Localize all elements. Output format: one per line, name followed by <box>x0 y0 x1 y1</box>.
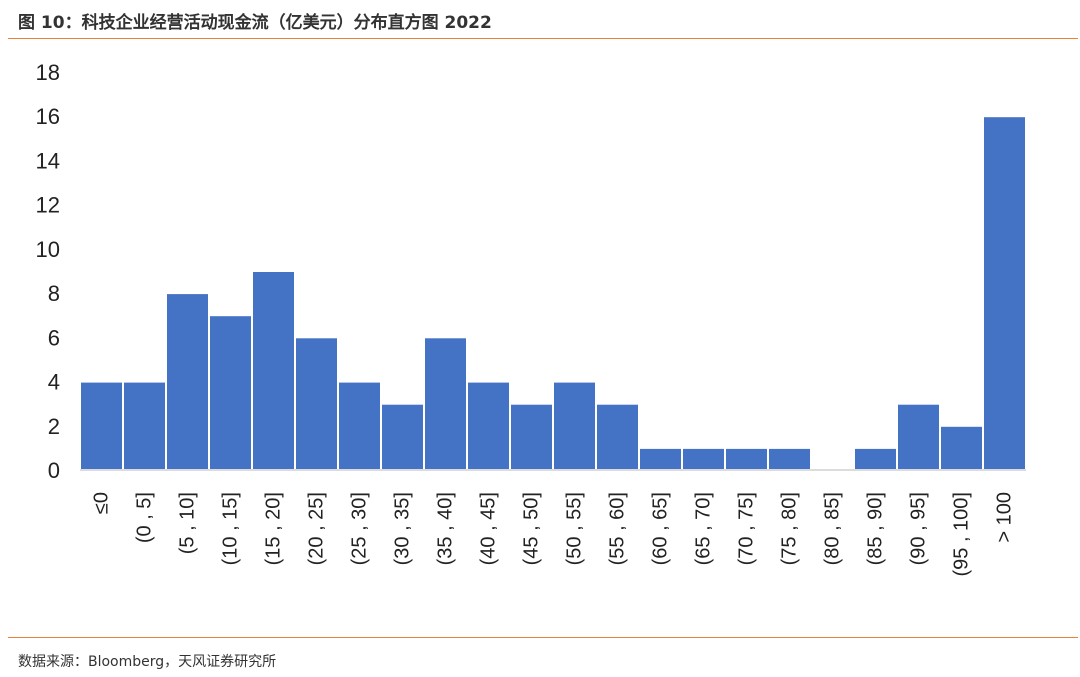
bar-13 <box>638 446 683 471</box>
bar-16 <box>767 446 812 471</box>
bar-3 <box>208 314 253 472</box>
x-tick-label: (60 , 65] <box>650 492 672 565</box>
bar-9 <box>466 380 511 472</box>
x-tick-label: (85 , 90] <box>865 492 887 565</box>
x-tick-label: (5 , 10] <box>177 492 199 554</box>
bar-21 <box>982 115 1027 471</box>
bar-18 <box>853 446 898 471</box>
x-tick-label: (55 , 60] <box>607 492 629 565</box>
y-tick-label: 16 <box>36 104 60 129</box>
title-divider <box>8 38 1078 39</box>
bar-14 <box>681 446 726 471</box>
x-tick-label: (30 , 35] <box>392 492 414 565</box>
bar-11 <box>552 380 597 472</box>
footer-divider <box>8 637 1078 638</box>
x-tick-label: (15 , 20] <box>263 492 285 565</box>
bar-7 <box>380 402 425 472</box>
x-tick-label: (65 , 70] <box>693 492 715 565</box>
bar-2 <box>165 292 210 471</box>
x-tick-label: (70 , 75] <box>736 492 758 565</box>
bar-8 <box>423 336 468 471</box>
histogram-chart: 0 2 4 6 8 10 12 14 16 18 ≤0 (0 , 5] (5 , 10] (10 , 1… <box>36 60 1027 577</box>
y-tick-label: 4 <box>48 370 60 395</box>
bar-4 <box>251 270 296 471</box>
bar-1 <box>122 380 167 472</box>
bar-12 <box>595 402 640 472</box>
bar-5 <box>294 336 339 471</box>
y-axis-ticks: 0 2 4 6 8 10 12 14 16 18 <box>36 60 60 483</box>
y-tick-label: 10 <box>36 237 60 262</box>
bar-0 <box>79 380 124 472</box>
bar-15 <box>724 446 769 471</box>
x-tick-label: (35 , 40] <box>435 492 457 565</box>
source-note: 数据来源：Bloomberg，天风证券研究所 <box>18 654 277 670</box>
x-tick-label: ≤0 <box>91 492 113 514</box>
bar-20 <box>939 424 984 471</box>
x-tick-label: (45 , 50] <box>521 492 543 565</box>
x-tick-label: > 100 <box>994 492 1016 543</box>
y-tick-label: 18 <box>36 60 60 85</box>
figure-title: 图 10：科技企业经营活动现金流（亿美元）分布直方图 2022 <box>18 13 492 33</box>
y-tick-label: 0 <box>48 458 60 483</box>
bar-10 <box>509 402 554 472</box>
x-tick-label: (25 , 30] <box>349 492 371 565</box>
x-axis-ticks: ≤0 (0 , 5] (5 , 10] (10 , 15] (15 , 20] (20 ,… <box>91 492 1016 577</box>
x-tick-label: (10 , 15] <box>220 492 242 565</box>
y-tick-label: 6 <box>48 325 60 350</box>
bar-19 <box>896 402 941 472</box>
x-tick-label: (50 , 55] <box>564 492 586 565</box>
x-tick-label: (90 , 95] <box>908 492 930 565</box>
bar-group <box>79 115 1027 472</box>
x-tick-label: (80 , 85] <box>822 492 844 565</box>
bar-6 <box>337 380 382 472</box>
y-tick-label: 8 <box>48 281 60 306</box>
x-tick-label: (95 , 100] <box>951 492 973 577</box>
x-tick-label: (75 , 80] <box>779 492 801 565</box>
y-tick-label: 2 <box>48 414 60 439</box>
x-tick-label: (40 , 45] <box>478 492 500 565</box>
y-tick-label: 12 <box>36 193 60 218</box>
y-tick-label: 14 <box>36 148 60 173</box>
x-tick-label: (0 , 5] <box>134 492 156 543</box>
x-tick-label: (20 , 25] <box>306 492 328 565</box>
